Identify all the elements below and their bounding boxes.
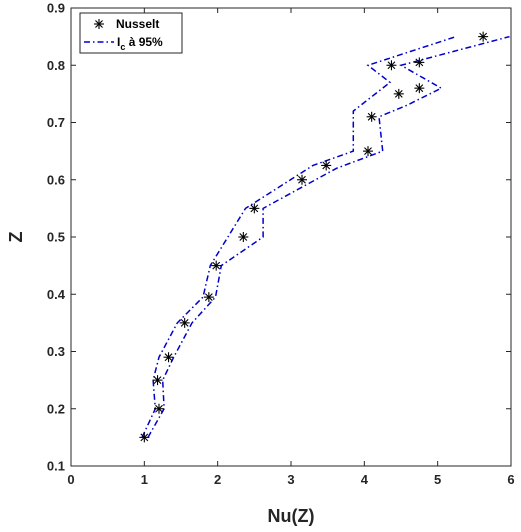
legend-band-rest: à 95%	[125, 35, 163, 49]
data-point	[366, 111, 377, 122]
data-point	[414, 83, 425, 94]
data-point	[238, 232, 249, 242]
band-left-line	[141, 35, 457, 438]
legend-asterisk-icon	[94, 19, 104, 29]
data-point	[154, 403, 164, 414]
band-right-line	[147, 35, 510, 438]
x-tick-label: 0	[67, 472, 74, 487]
data-point	[249, 203, 260, 214]
plot-area	[70, 7, 512, 467]
data-point	[139, 432, 150, 443]
y-tick-label: 0.8	[47, 58, 65, 73]
y-tick-label: 0.7	[47, 115, 65, 130]
confidence-band	[141, 35, 510, 438]
y-tick-label: 0.5	[47, 230, 65, 245]
legend-label-band: Ic à 95%	[117, 35, 163, 52]
x-tick-label: 6	[507, 472, 514, 487]
y-tick-label: 0.9	[47, 1, 65, 16]
data-point	[211, 260, 222, 271]
legend-box	[79, 12, 183, 54]
legend-label-nusselt: Nusselt	[116, 17, 159, 31]
x-tick-label: 4	[361, 472, 369, 487]
data-point	[152, 375, 163, 386]
data-point	[414, 57, 425, 68]
data-point	[203, 292, 214, 303]
y-tick-label: 0.6	[47, 172, 65, 187]
axis-ticks: 0 1 2 3 4 5 6 0.1 0.2 0.3 0.4 0.5 0.6 0.7 0.8 0.9	[47, 1, 515, 488]
data-point	[386, 60, 397, 71]
data-point	[297, 174, 307, 185]
y-tick-label: 0.2	[47, 401, 65, 416]
x-tick-label: 2	[214, 472, 221, 487]
y-tick-label: 0.3	[47, 344, 65, 359]
x-tick-label: 5	[434, 472, 441, 487]
x-axis-label: Nu(Z)	[268, 506, 315, 526]
legend: Nusselt Ic à 95%	[79, 12, 183, 54]
data-point	[478, 31, 489, 42]
x-tick-label: 1	[141, 472, 148, 487]
data-point	[179, 317, 190, 328]
legend-band-main: I	[117, 35, 120, 49]
data-point	[363, 146, 373, 157]
data-point	[321, 160, 332, 171]
data-points	[139, 31, 489, 443]
y-tick-label: 0.1	[47, 459, 65, 474]
legend-band-sub: c	[120, 42, 125, 52]
y-tick-label: 0.4	[47, 287, 66, 302]
data-point	[163, 352, 174, 363]
data-point	[393, 88, 404, 99]
legend-asterisk-mark	[94, 19, 104, 29]
x-tick-label: 3	[287, 472, 294, 487]
y-axis-label: Z	[6, 232, 26, 243]
